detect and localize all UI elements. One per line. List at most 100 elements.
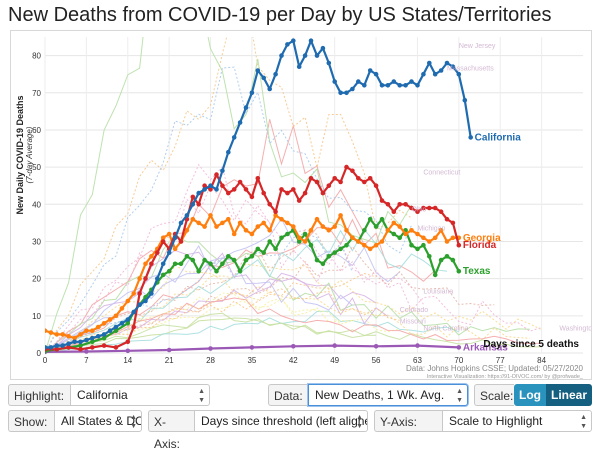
- data-point-california: [456, 71, 462, 77]
- data-point-arkansas: [332, 343, 338, 348]
- data-point-california: [149, 291, 154, 296]
- data-point-georgia: [54, 332, 60, 337]
- background-state-line: [45, 249, 389, 354]
- y-tick-label: 30: [32, 237, 41, 246]
- y-tick-label: 60: [32, 126, 41, 135]
- data-point-california: [172, 235, 178, 241]
- x-tick-label: 42: [289, 356, 298, 365]
- data-point-texas: [332, 250, 338, 255]
- data-point-texas: [326, 254, 332, 259]
- data-point-california: [344, 90, 349, 96]
- data-point-georgia: [409, 228, 414, 233]
- data-point-california: [391, 79, 397, 84]
- data-point-florida: [403, 202, 408, 207]
- x-tick-label: 0: [43, 356, 48, 365]
- data-point-florida: [237, 179, 243, 185]
- data-point-georgia: [45, 328, 48, 333]
- data-point-georgia: [320, 224, 326, 229]
- background-state-line: [45, 37, 412, 354]
- data-point-florida: [385, 202, 391, 207]
- data-point-florida: [391, 209, 397, 214]
- data-point-georgia: [237, 220, 243, 226]
- data-point-texas: [302, 231, 308, 237]
- data-point-california: [220, 168, 225, 174]
- data-point-georgia: [273, 213, 278, 218]
- background-state-line: [45, 245, 495, 354]
- data-point-georgia: [66, 334, 71, 339]
- chevron-down-icon: ▲ ▼: [130, 414, 137, 430]
- show-value: All States & DC: [61, 414, 142, 428]
- faint-state-label: Colorado: [400, 307, 429, 314]
- data-point-georgia: [84, 328, 89, 334]
- data-point-florida: [113, 345, 119, 350]
- background-state-line: [45, 163, 424, 354]
- data-point-california: [166, 250, 172, 255]
- data-point-georgia: [48, 330, 54, 335]
- data-point-california: [415, 83, 420, 88]
- y-axis-sublabel: (7-day Average): [25, 126, 34, 183]
- data-point-california: [367, 68, 373, 73]
- chevron-down-icon: ▲ ▼: [198, 388, 205, 404]
- x-tick-label: 28: [206, 356, 215, 365]
- linear-scale-button[interactable]: Linear: [546, 384, 592, 406]
- data-point-california: [314, 53, 320, 58]
- data-point-florida: [255, 176, 261, 181]
- data-point-georgia: [296, 235, 302, 241]
- data-point-florida: [231, 187, 237, 192]
- data-point-california: [261, 75, 266, 81]
- data-point-georgia: [427, 239, 432, 244]
- data-point-texas: [190, 257, 196, 263]
- data-point-texas: [279, 235, 284, 241]
- background-state-line: [45, 229, 341, 354]
- data-point-florida: [78, 347, 83, 352]
- xaxis-select[interactable]: Days since threshold (left aligned) ▲ ▼: [194, 410, 368, 432]
- scale-label: Scale:: [474, 384, 514, 406]
- data-point-florida: [202, 183, 207, 188]
- data-point-georgia: [95, 324, 101, 330]
- data-point-texas: [226, 254, 231, 259]
- yaxis-label: Y-Axis:: [374, 410, 442, 432]
- data-point-texas: [320, 261, 326, 267]
- data-point-georgia: [196, 220, 201, 226]
- background-state-line: [45, 297, 542, 354]
- data-label: Data:: [268, 384, 308, 406]
- data-point-texas: [373, 224, 379, 229]
- yaxis-select[interactable]: Scale to Highlight ▲ ▼: [442, 410, 592, 432]
- show-select[interactable]: All States & DC ▲ ▼: [54, 410, 142, 432]
- series-label-arkansas: Arkansas: [463, 342, 508, 353]
- log-scale-button[interactable]: Log: [514, 384, 546, 406]
- data-point-florida: [456, 242, 462, 248]
- data-point-texas: [166, 268, 172, 274]
- data-point-texas: [267, 239, 273, 244]
- data-point-arkansas: [125, 348, 131, 354]
- data-point-georgia: [432, 235, 438, 241]
- data-point-georgia: [149, 254, 154, 259]
- data-point-california: [397, 83, 403, 88]
- data-point-california: [438, 68, 444, 73]
- background-state-line: [45, 232, 353, 354]
- data-point-texas: [184, 254, 190, 259]
- data-select[interactable]: New Deaths, 1 Wk. Avg. ▲ ▼: [308, 384, 468, 406]
- data-point-florida: [350, 168, 355, 174]
- data-point-texas: [172, 261, 178, 267]
- y-tick-label: 0: [37, 349, 42, 358]
- background-state-line: [45, 218, 436, 354]
- data-point-florida: [160, 239, 166, 244]
- data-point-california: [308, 38, 314, 43]
- data-point-texas: [243, 257, 249, 263]
- data-point-arkansas: [415, 343, 420, 348]
- background-state-line: [45, 66, 412, 354]
- data-point-texas: [101, 335, 107, 341]
- data-point-texas: [208, 261, 213, 267]
- x-tick-label: 56: [372, 356, 381, 365]
- highlight-select[interactable]: California ▲ ▼: [70, 384, 210, 406]
- data-point-california: [291, 38, 296, 43]
- data-point-california: [427, 60, 432, 66]
- data-point-georgia: [184, 228, 190, 233]
- highlight-value: California: [77, 388, 128, 402]
- data-point-texas: [421, 242, 426, 248]
- data-point-california: [373, 71, 379, 77]
- series-line-texas: [45, 218, 460, 353]
- data-point-arkansas: [456, 345, 462, 350]
- deaths-line-chart: 0 10 20 30 40 50 60 70 80 0 7 14 21 28 35 42 49 56 63 70 77 8…: [15, 37, 591, 379]
